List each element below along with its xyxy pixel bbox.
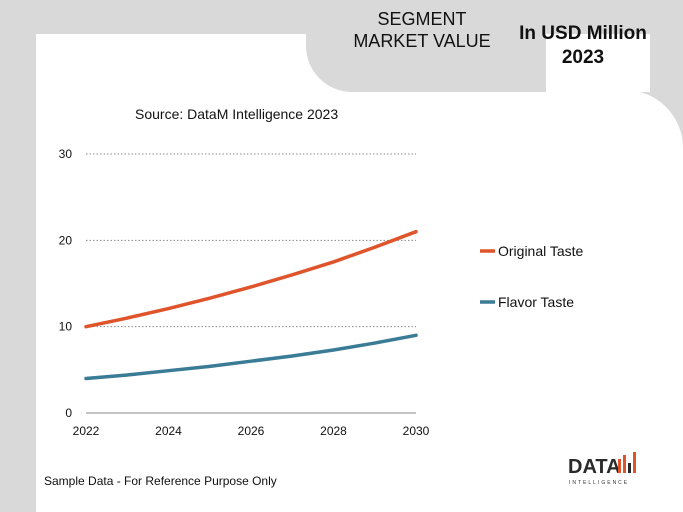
y-tick-label: 10 [59, 320, 73, 334]
x-tick-label: 2024 [155, 424, 182, 438]
logo-bar-icon [618, 459, 621, 473]
logo-bar-icon [633, 452, 636, 473]
unit-title-line1: In USD Million [519, 23, 647, 44]
logo-bar-icon [623, 455, 626, 473]
unit-title: In USD Million 2023 [500, 22, 666, 70]
logo-subtext: INTELLIGENCE [569, 480, 629, 486]
chart-panel [36, 90, 683, 512]
chart-source: Source: DataM Intelligence 2023 [135, 106, 339, 122]
header-tab [306, 0, 546, 92]
series-line-original-taste [84, 229, 418, 329]
x-tick-label: 2022 [73, 424, 100, 438]
logo-text: DATA [568, 456, 621, 478]
logo-bar-icon [628, 463, 631, 473]
x-tick-label: 2030 [403, 424, 430, 438]
sample-data-note: Sample Data - For Reference Purpose Only [44, 474, 277, 488]
y-tick-label: 20 [59, 233, 73, 247]
x-tick-label: 2028 [320, 424, 347, 438]
segment-market-value-title: SEGMENT MARKET VALUE [353, 9, 491, 51]
y-tick-label: 30 [59, 147, 73, 161]
y-tick-label: 0 [65, 406, 72, 420]
series-line-flavor-taste [84, 333, 418, 381]
datam-logo: DATA INTELLIGENCE [568, 452, 636, 486]
legend-label: Original Taste [498, 243, 584, 259]
unit-title-line2: 2023 [561, 47, 605, 68]
x-tick-label: 2026 [238, 424, 265, 438]
legend-label: Flavor Taste [498, 294, 574, 310]
